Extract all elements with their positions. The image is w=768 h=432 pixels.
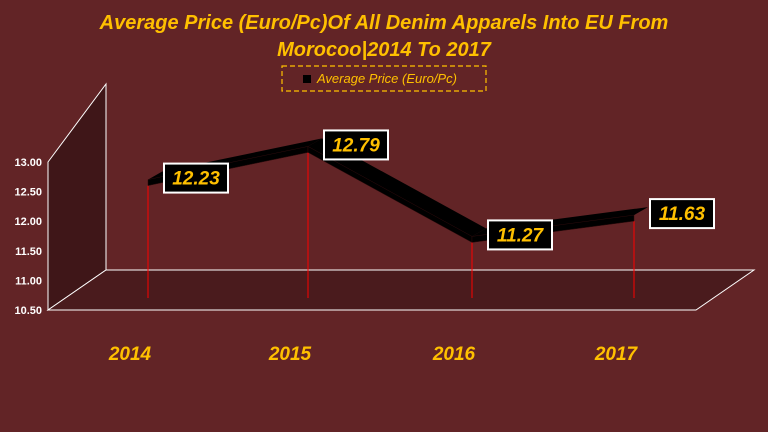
drop-lines: [147, 152, 635, 298]
x-tick-label: 2017: [594, 344, 639, 365]
series-segment-front: [307, 146, 473, 243]
series-segment-top: [308, 138, 486, 237]
plot-walls: [46, 82, 756, 311]
data-label-box: [649, 198, 715, 230]
y-tick-label: 10.50: [14, 305, 42, 317]
x-tick-label: 2015: [268, 344, 312, 365]
y-axis: 10.50 11.00 11.50 12.00 12.50 13.00: [14, 157, 42, 317]
data-label-box: [163, 162, 229, 194]
data-label: 12.79: [332, 135, 380, 156]
data-label: 11.63: [659, 204, 706, 225]
x-tick-label: 2014: [108, 344, 152, 365]
y-tick-label: 13.00: [14, 157, 42, 169]
legend: Average Price (Euro/Pc): [281, 65, 487, 92]
legend-label: Average Price (Euro/Pc): [316, 71, 457, 86]
y-tick-label: 12.00: [14, 216, 42, 228]
chart-title: Average Price (Euro/Pc)Of All Denim Appa…: [99, 12, 669, 61]
x-tick-label: 2016: [432, 344, 476, 365]
legend-box: [281, 65, 487, 92]
chart-title-line-2: Morocoo|2014 To 2017: [277, 39, 492, 61]
y-tick-label: 12.50: [14, 187, 42, 199]
floor: [46, 269, 756, 311]
y-tick-label: 11.00: [15, 275, 42, 287]
legend-swatch: [303, 75, 311, 83]
data-label-box: [487, 219, 553, 251]
x-axis: 2014 2015 2016 2017: [108, 344, 639, 365]
chart-title-line-1: Average Price (Euro/Pc)Of All Denim Appa…: [99, 12, 669, 34]
data-label: 12.23: [172, 169, 220, 190]
data-label: 11.27: [497, 225, 545, 246]
data-labels: 12.23 12.79 11.27 11.63: [163, 129, 715, 251]
data-label-box: [323, 129, 389, 161]
y-tick-label: 11.50: [15, 246, 42, 258]
